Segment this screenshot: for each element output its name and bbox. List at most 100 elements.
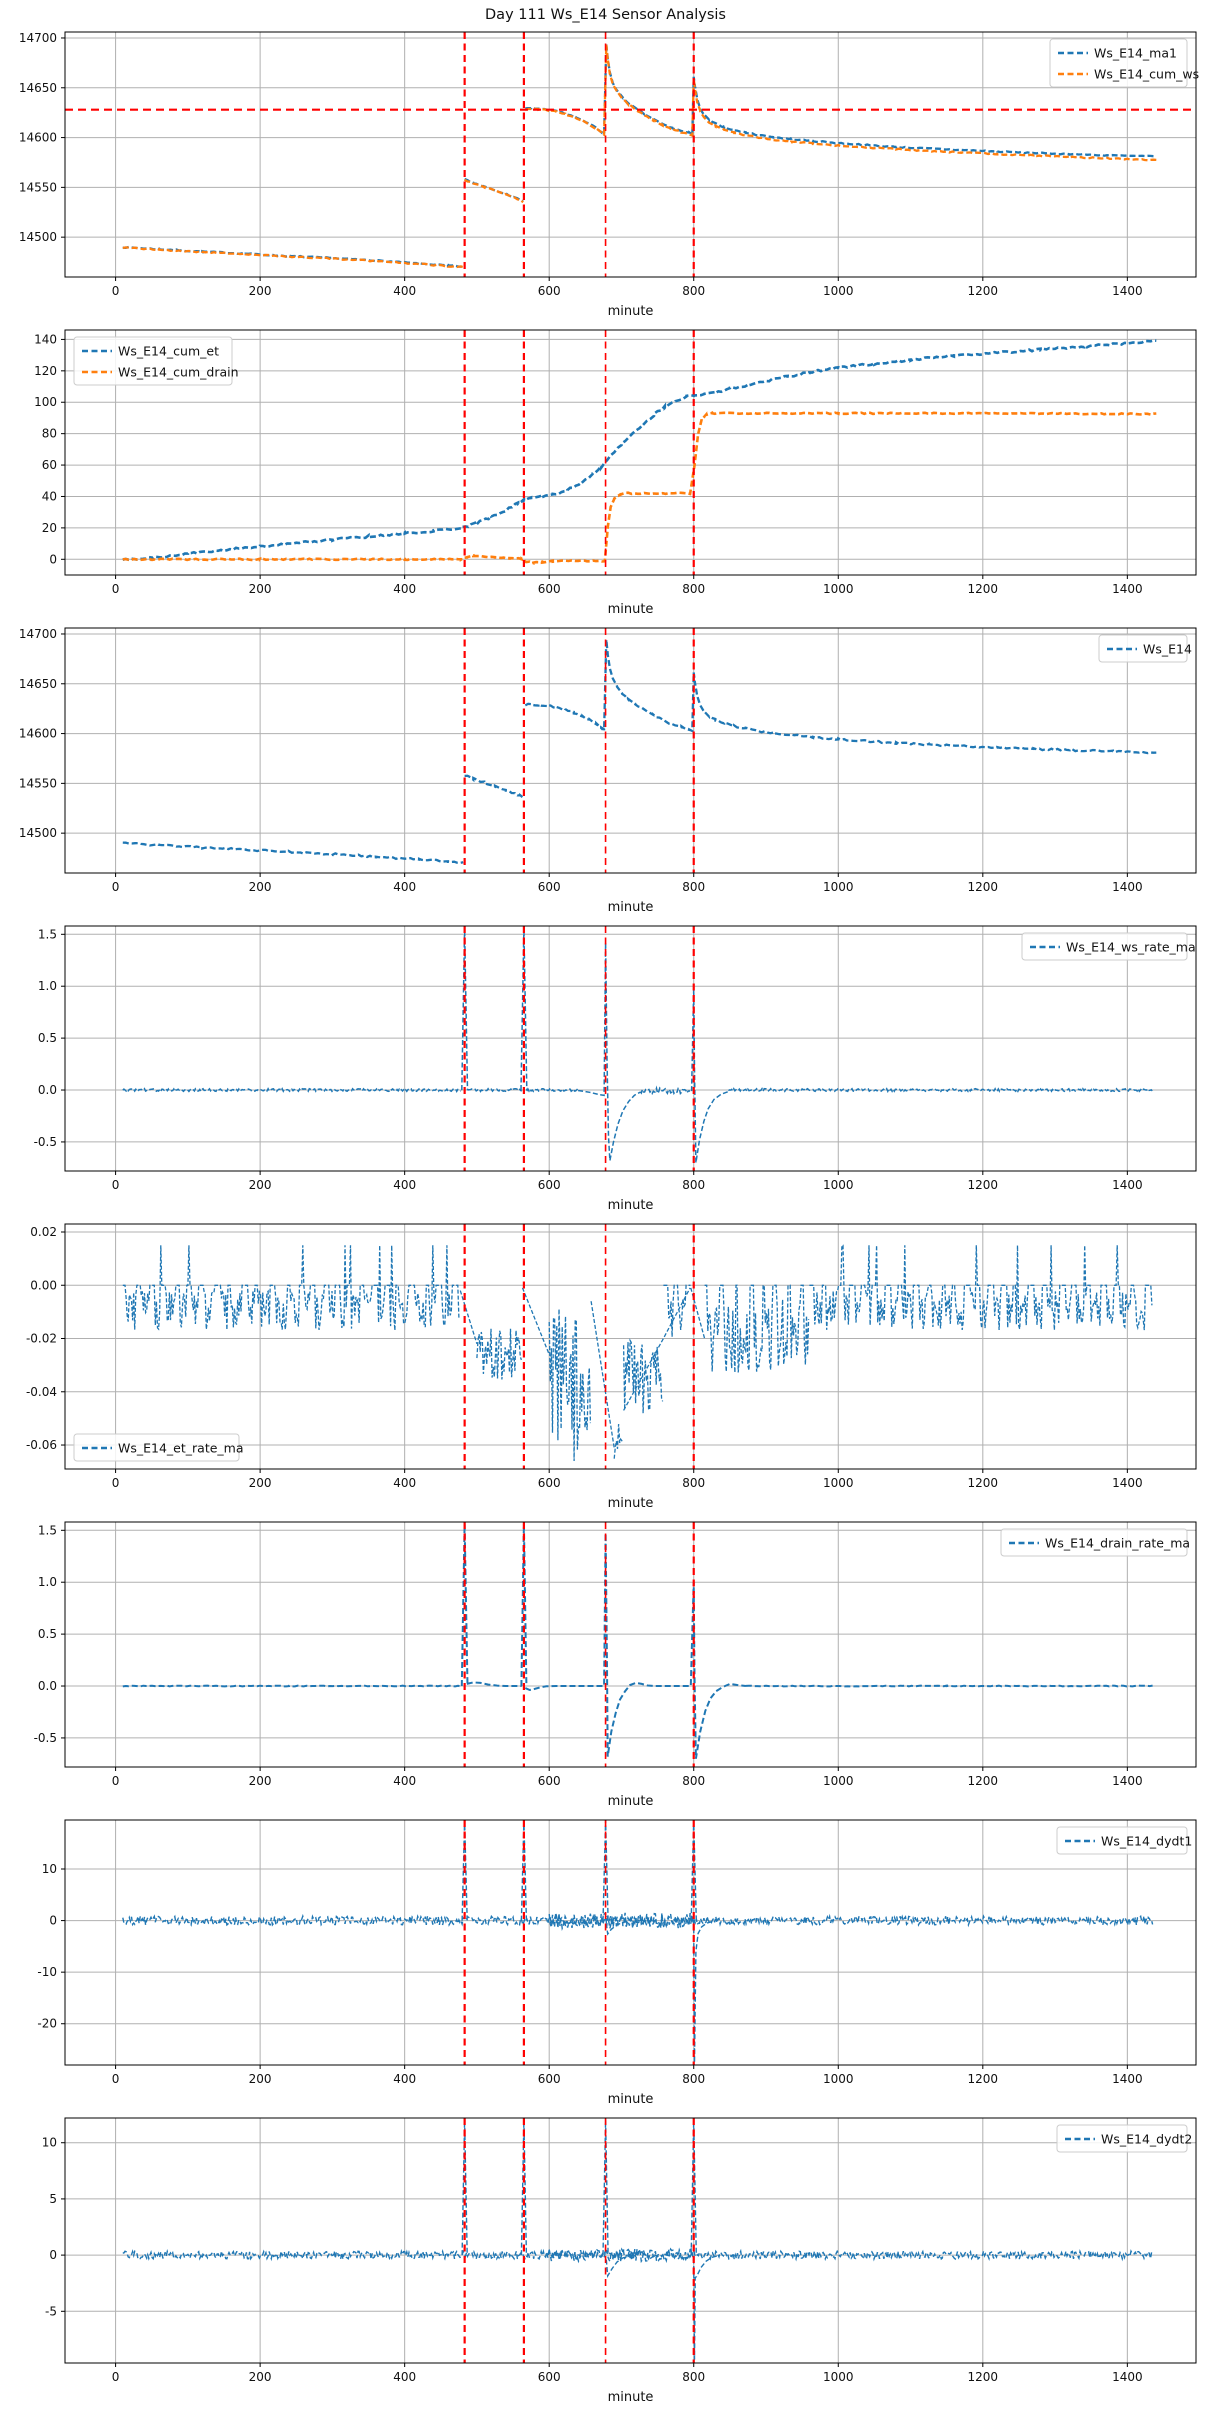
- x-tick-label: 200: [249, 2072, 272, 2086]
- chart-panel-3: 0 200 400 600 800 1000 1200 1400 14500 14550 14600…: [19, 627, 1197, 915]
- x-tick-label: 1200: [968, 880, 999, 894]
- legend: Ws_E14_ws_rate_ma: [1021, 932, 1196, 961]
- x-tick-label: 200: [249, 2370, 272, 2384]
- legend-label: Ws_E14_cum_ws: [1094, 67, 1199, 82]
- y-tick-label: 0.00: [30, 1278, 57, 1292]
- x-tick-label: 800: [682, 284, 705, 298]
- legend-label: Ws_E14_et_rate_ma: [118, 1441, 244, 1456]
- data-series: [122, 410, 1157, 566]
- x-axis-label: minute: [608, 900, 654, 915]
- data-series: [122, 639, 1157, 864]
- y-tick-label: 120: [34, 364, 57, 378]
- x-tick-label: 0: [112, 2370, 120, 2384]
- y-tick-label: 14500: [19, 230, 57, 244]
- y-tick-label: 10: [42, 1862, 57, 1876]
- y-tick-label: 60: [42, 458, 57, 472]
- x-tick-label: 400: [393, 1178, 416, 1192]
- y-tick-label: -0.04: [26, 1385, 57, 1399]
- y-tick-label: 0.5: [38, 1031, 57, 1045]
- panel-ws-e14: 0 200 400 600 800 1000 1200 1400 14500 14550 14600…: [0, 623, 1211, 921]
- y-tick-label: -0.02: [26, 1332, 57, 1346]
- y-tick-label: 100: [34, 395, 57, 409]
- y-tick-label: 14700: [19, 627, 57, 641]
- y-tick-label: 14550: [19, 180, 57, 194]
- panel-cum-et-cum-drain: 0 200 400 600 800 1000 1200 1400 0 20 40 60 80 100 120…: [0, 325, 1211, 623]
- x-tick-label: 1200: [968, 1774, 999, 1788]
- x-tick-label: 200: [249, 1178, 272, 1192]
- x-tick-label: 400: [393, 582, 416, 596]
- chart-panel-6: 0 200 400 600 800 1000 1200 1400 -0.5 0.0 0.5 1.0 1.…: [34, 1521, 1197, 1809]
- y-tick-label: 14500: [19, 826, 57, 840]
- panel-ws-rate-ma: 0 200 400 600 800 1000 1200 1400 -0.5 0.0 0.5 1.0 1.…: [0, 921, 1211, 1219]
- y-tick-label: 1.5: [38, 927, 57, 941]
- y-tick-label: 0.02: [30, 1225, 57, 1239]
- x-tick-label: 1400: [1112, 1774, 1143, 1788]
- panel-et-rate-ma: 0 200 400 600 800 1000 1200 1400 -0.06 -0.04 -0.02…: [0, 1219, 1211, 1517]
- x-tick-label: 400: [393, 1476, 416, 1490]
- x-tick-label: 1400: [1112, 2370, 1143, 2384]
- x-tick-label: 200: [249, 880, 272, 894]
- x-tick-label: 0: [112, 1476, 120, 1490]
- y-tick-label: 14550: [19, 776, 57, 790]
- data-series: [122, 1244, 1153, 1462]
- x-tick-label: 0: [112, 2072, 120, 2086]
- legend-label: Ws_E14_ws_rate_ma: [1066, 940, 1196, 955]
- x-tick-label: 1000: [823, 2370, 854, 2384]
- x-tick-label: 1200: [968, 284, 999, 298]
- x-axis-label: minute: [608, 2092, 654, 2107]
- y-tick-label: 0.0: [38, 1679, 57, 1693]
- x-tick-label: 1400: [1112, 582, 1143, 596]
- y-tick-label: 14600: [19, 727, 57, 741]
- chart-panel-2: 0 200 400 600 800 1000 1200 1400 0 20 40 60 80 100 120…: [34, 329, 1197, 617]
- x-axis-label: minute: [608, 1794, 654, 1809]
- x-axis-label: minute: [608, 2390, 654, 2405]
- chart-panel-8: 0 200 400 600 800 1000 1200 1400 -5 0 5 10 minute Ws_…: [42, 2117, 1197, 2405]
- y-tick-label: 5: [49, 2192, 57, 2206]
- x-tick-label: 600: [538, 582, 561, 596]
- legend-label: Ws_E14_dydt1: [1101, 1834, 1192, 1849]
- legend: Ws_E14_dydt2: [1056, 2124, 1192, 2153]
- x-tick-label: 800: [682, 1178, 705, 1192]
- panel-dydt1: 0 200 400 600 800 1000 1200 1400 -20 -10 0 10 minute…: [0, 1815, 1211, 2113]
- x-tick-label: 800: [682, 1476, 705, 1490]
- x-tick-label: 800: [682, 2072, 705, 2086]
- chart-panel-4: 0 200 400 600 800 1000 1200 1400 -0.5 0.0 0.5 1.0 1.…: [34, 925, 1197, 1213]
- x-tick-label: 0: [112, 1774, 120, 1788]
- y-tick-label: 14700: [19, 31, 57, 45]
- data-series: [122, 44, 1157, 269]
- legend: Ws_E14_dydt1: [1056, 1826, 1192, 1855]
- legend: Ws_E14_cum_et Ws_E14_cum_drain: [73, 336, 239, 386]
- panel-dydt2: 0 200 400 600 800 1000 1200 1400 -5 0 5 10 minute Ws_…: [0, 2113, 1211, 2411]
- x-tick-label: 600: [538, 1774, 561, 1788]
- x-tick-label: 1400: [1112, 284, 1143, 298]
- x-tick-label: 400: [393, 1774, 416, 1788]
- x-tick-label: 1200: [968, 582, 999, 596]
- x-tick-label: 800: [682, 880, 705, 894]
- legend: Ws_E14: [1098, 634, 1192, 663]
- data-series: [122, 339, 1157, 562]
- y-tick-label: -5: [45, 2304, 57, 2318]
- x-axis-label: minute: [608, 304, 654, 319]
- x-tick-label: 200: [249, 1774, 272, 1788]
- y-tick-label: -10: [37, 1965, 57, 1979]
- y-tick-label: 20: [42, 521, 57, 535]
- x-tick-label: 0: [112, 880, 120, 894]
- panel-drain-rate-ma: 0 200 400 600 800 1000 1200 1400 -0.5 0.0 0.5 1.0 1.…: [0, 1517, 1211, 1815]
- legend-label: Ws_E14_ma1: [1094, 46, 1177, 61]
- data-series: [122, 2120, 1154, 2360]
- x-axis-label: minute: [608, 1496, 654, 1511]
- legend-label: Ws_E14_dydt2: [1101, 2132, 1192, 2147]
- y-tick-label: 0: [49, 1914, 57, 1928]
- x-tick-label: 1400: [1112, 880, 1143, 894]
- legend-label: Ws_E14_cum_et: [118, 344, 219, 359]
- x-tick-label: 1000: [823, 880, 854, 894]
- y-tick-label: 1.0: [38, 1575, 57, 1589]
- legend-label: Ws_E14_cum_drain: [118, 365, 239, 380]
- x-tick-label: 0: [112, 284, 120, 298]
- x-tick-label: 200: [249, 1476, 272, 1490]
- legend: Ws_E14_ma1 Ws_E14_cum_ws: [1049, 38, 1199, 88]
- y-tick-label: 140: [34, 332, 57, 346]
- y-tick-label: 0: [49, 552, 57, 566]
- x-axis-label: minute: [608, 1198, 654, 1213]
